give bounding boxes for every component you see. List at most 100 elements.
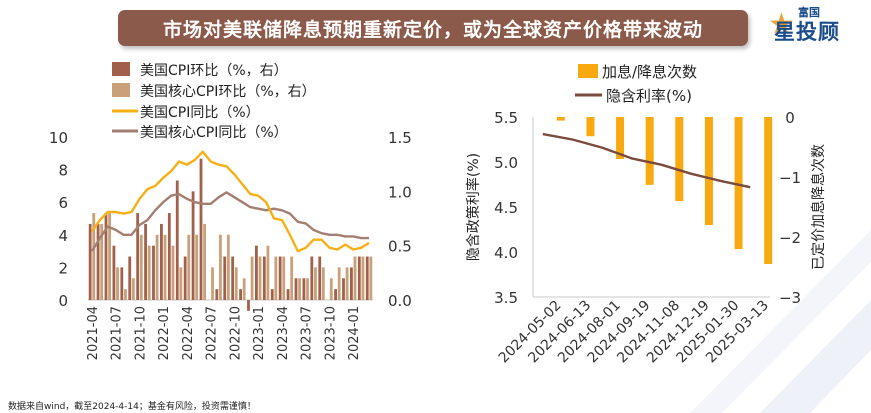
cpi-mom-bar [365, 256, 369, 300]
core-cpi-mom-bar [100, 223, 104, 300]
x-tick-label: 2022-01 [157, 306, 172, 360]
core-cpi-mom-bar [139, 234, 143, 300]
core-cpi-mom-bar [124, 289, 127, 300]
cpi-mom-bar [183, 256, 187, 300]
brand-logo: ★ 富国 星投顾 [768, 4, 868, 44]
y-right-tick-label: 0.5 [388, 238, 412, 256]
legend-swatch [112, 83, 130, 97]
cpi-mom-bar [247, 300, 250, 311]
cpi-mom-bar [310, 256, 314, 300]
x-tick-label: 2022-07 [205, 306, 220, 360]
cpi-mom-bar [167, 213, 171, 300]
legend-label: 隐含利率(%) [606, 87, 692, 105]
rate-cut-count-bar [586, 117, 595, 137]
core-cpi-mom-bar [234, 267, 238, 300]
core-cpi-mom-bar [92, 213, 96, 300]
y-left-tick-label: 3.5 [494, 289, 518, 307]
core-cpi-mom-bar [306, 278, 309, 300]
cpi-mom-bar [199, 158, 203, 300]
core-cpi-mom-bar [329, 278, 333, 300]
core-cpi-mom-bar [369, 256, 373, 300]
core-cpi-mom-bar [187, 234, 191, 300]
rate-cut-count-bar [675, 117, 684, 201]
core-cpi-mom-bar [195, 234, 199, 300]
cpi-mom-bar [88, 223, 92, 300]
logo-main-text: 星投顾 [774, 20, 840, 44]
cpi-mom-bar [175, 180, 179, 300]
legend-swatch [578, 64, 598, 78]
source-note: 数据来自wind，截至2024-4-14；基金有风险，投资需谨慎！ [8, 402, 256, 412]
y-right-tick-label: −2 [779, 229, 801, 247]
core-cpi-mom-bar [242, 278, 246, 300]
core-cpi-mom-bar [321, 267, 325, 300]
rate-cut-count-bar [645, 117, 654, 185]
legend-swatch [112, 62, 130, 76]
x-tick-label: 2023-07 [300, 306, 315, 360]
y-left-tick-label: 8 [58, 162, 68, 180]
x-tick-label: 2021-04 [86, 306, 101, 360]
cpi-mom-bar [96, 223, 100, 300]
cpi-mom-bar [350, 267, 353, 300]
cpi-mom-bar [302, 278, 306, 300]
x-tick-label: 2022-04 [181, 306, 196, 360]
core-cpi-mom-bar [361, 256, 365, 300]
cpi-mom-bar [215, 289, 219, 300]
star-icon: ★ [768, 7, 795, 42]
core-cpi-mom-bar [155, 234, 159, 300]
core-cpi-mom-bar [314, 267, 317, 300]
x-tick-label: 2023-10 [323, 306, 338, 360]
core-cpi-mom-bar [131, 278, 135, 300]
core-cpi-mom-bar [290, 256, 294, 300]
y-right-axis-title: 已定价加息降息次数 [810, 144, 827, 270]
y-right-tick-label: −3 [779, 289, 801, 307]
cpi-mom-bar [112, 245, 116, 300]
core-cpi-mom-bar [250, 256, 254, 300]
y-right-tick-label: 1.5 [388, 129, 412, 147]
cpi-mom-bar [262, 256, 266, 300]
cpi-mom-bar [342, 278, 345, 300]
legend-label: 美国CPI同比（%） [140, 105, 260, 121]
core-cpi-mom-bar [258, 256, 262, 300]
cpi-mom-bar [255, 245, 258, 300]
y-left-tick-label: 4 [58, 227, 68, 245]
x-tick-label: 2022-10 [228, 306, 243, 360]
x-tick-label: 2021-10 [133, 306, 148, 360]
x-tick-label: 2024-01 [347, 306, 362, 360]
cpi-mom-bar [223, 256, 227, 300]
cpi-mom-bar [136, 213, 140, 300]
cpi-mom-bar [334, 289, 337, 300]
y-right-tick-label: −1 [779, 169, 801, 187]
y-left-tick-label: 5.0 [494, 154, 518, 172]
rate-cut-count-bar [616, 117, 625, 159]
cpi-mom-bar [120, 267, 124, 300]
core-cpi-mom-bar [266, 245, 270, 300]
legend-label: 加息/降息次数 [602, 63, 697, 81]
core-cpi-mom-bar [179, 267, 183, 300]
rate-cut-count-bar [764, 117, 773, 264]
y-left-tick-label: 4.5 [494, 199, 518, 217]
core-cpi-mom-bar [345, 267, 349, 300]
core-cpi-mom-bar [116, 267, 119, 300]
cpi-mom-bar [128, 256, 132, 300]
y-left-tick-label: 0 [58, 292, 68, 310]
x-tick-label: 2021-07 [110, 306, 125, 360]
x-tick-label: 2023-01 [252, 306, 267, 360]
cpi-yoy-line [91, 150, 370, 253]
core-cpi-mom-bar [274, 256, 278, 300]
cpi-mom-bar [160, 223, 163, 300]
core-cpi-mom-bar [171, 245, 175, 300]
rate-cut-count-bar [556, 117, 565, 121]
cpi-mom-bar [104, 213, 108, 300]
core-cpi-mom-bar [226, 234, 230, 300]
cpi-mom-bar [286, 289, 290, 300]
legend-label: 美国核心CPI同比（%） [140, 125, 288, 141]
cpi-mom-bar [191, 191, 195, 300]
cpi-mom-bar [231, 256, 235, 300]
y-left-tick-label: 6 [58, 194, 68, 212]
legend-label: 美国核心CPI环比（%，右） [140, 84, 316, 100]
y-right-tick-label: 0 [785, 109, 795, 127]
rate-cut-count-bar [704, 117, 713, 225]
